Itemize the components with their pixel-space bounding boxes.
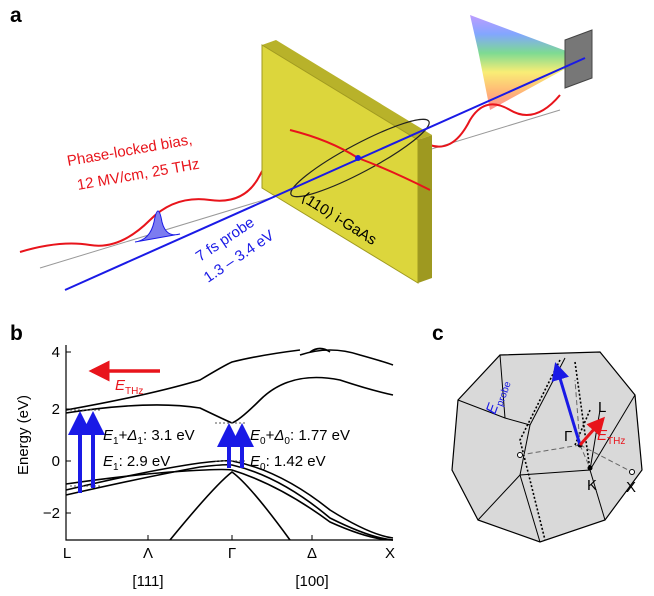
point-label: Γ <box>564 428 572 445</box>
field-label: ETHz <box>597 427 625 447</box>
point-label: L <box>598 399 606 416</box>
panel-label: b <box>10 322 23 345</box>
x-point-label: Γ <box>228 545 236 562</box>
subscript: 0 <box>284 436 290 447</box>
text: : 1.77 eV <box>290 427 350 444</box>
text: + <box>119 427 128 444</box>
point <box>587 465 593 471</box>
text: : 1.42 eV <box>266 453 326 470</box>
panel-b: b Energy (eV) 4 2 0 −2 L Λ Γ Δ X [111] [… <box>10 322 395 590</box>
detector <box>564 29 593 89</box>
symbol: E <box>250 453 261 470</box>
subscript: THz <box>607 436 625 447</box>
text: : 3.1 eV <box>143 427 195 444</box>
probe-pulse <box>134 210 181 243</box>
plate-top <box>262 40 432 140</box>
direction-label: [100] <box>295 573 328 590</box>
point <box>517 452 523 458</box>
field-label: ETHz <box>115 377 143 397</box>
subscript: THz <box>125 386 143 397</box>
probe-beam <box>64 57 586 291</box>
y-tick-label: 0 <box>52 453 60 470</box>
x-point-label: L <box>63 545 71 562</box>
symbol: E <box>103 453 114 470</box>
plate <box>261 44 419 284</box>
direction-label: [111] <box>132 573 163 590</box>
y-axis-title: Energy (eV) <box>15 395 32 475</box>
symbol: E <box>103 427 114 444</box>
spectrum <box>470 15 585 110</box>
subscript: 1 <box>113 462 119 473</box>
x-point-label: X <box>385 545 395 562</box>
annotation: E1+Δ1: 3.1 eV <box>103 427 195 447</box>
subscript: 1 <box>137 436 143 447</box>
symbol: Δ <box>126 427 137 444</box>
subscript: 1 <box>113 436 119 447</box>
tick <box>66 351 313 540</box>
symbol: E <box>250 427 261 444</box>
focus <box>355 155 361 161</box>
text: + <box>266 427 275 444</box>
symbol: Δ <box>273 427 284 444</box>
annotation: E0+Δ0: 1.77 eV <box>250 427 350 447</box>
subscript: 0 <box>260 462 266 473</box>
annotation: E0: 1.42 eV <box>250 453 326 473</box>
annotation: E1: 2.9 eV <box>103 453 170 473</box>
brillouin-zone <box>451 351 643 543</box>
field-vector <box>578 416 605 446</box>
hidden-edge <box>519 359 591 541</box>
y-tick-label: −2 <box>43 505 60 522</box>
x-point-label: Λ <box>143 545 153 562</box>
symbol: E <box>597 427 608 444</box>
plate-side <box>418 135 432 283</box>
point-label: X <box>626 479 636 496</box>
panel-a: a Phase-locked bias, 12 MV/cm, 25 THz 7 … <box>10 4 593 291</box>
point-label: K <box>587 477 597 494</box>
x-point-label: Δ <box>307 545 317 562</box>
subscript: 0 <box>260 436 266 447</box>
point <box>629 469 635 475</box>
panel-label: a <box>10 4 22 27</box>
transition-arrows <box>68 411 254 493</box>
panel-label: c <box>432 322 444 345</box>
trajectory <box>290 118 430 198</box>
y-tick-label: 4 <box>52 344 60 361</box>
symbol: E <box>115 377 126 394</box>
panel-c: c Eprobe ETHz Γ L K X <box>432 322 643 543</box>
text: : 2.9 eV <box>119 453 171 470</box>
probe-vector <box>551 362 582 446</box>
y-tick-label: 2 <box>52 401 60 418</box>
